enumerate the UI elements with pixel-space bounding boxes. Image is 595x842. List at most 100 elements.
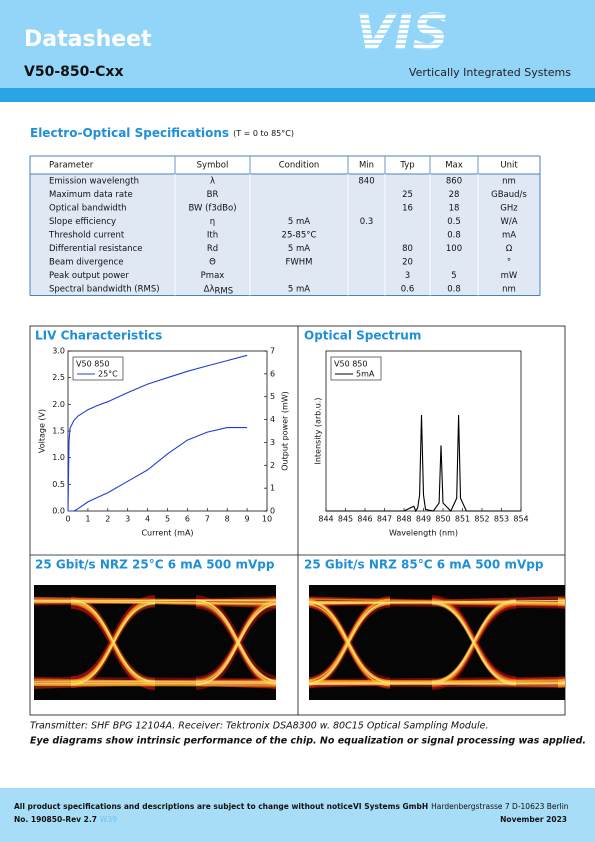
series-line <box>326 414 521 513</box>
cell: Peak output power <box>49 271 129 281</box>
eye-edge <box>0 598 30 679</box>
company: Vertically Integrated Systems <box>409 66 571 79</box>
cell: Θ <box>209 257 216 267</box>
x-axis-label: Wavelength (nm) <box>389 529 458 538</box>
caption-note: Eye diagrams show intrinsic performance … <box>30 736 586 747</box>
y2-tick-label: 2 <box>270 461 275 470</box>
column-header: Symbol <box>197 161 229 171</box>
y-tick-label: 2.5 <box>52 373 65 382</box>
cell: Δλ <box>204 284 215 294</box>
y-tick-label: 3.0 <box>52 347 65 356</box>
eye-edge <box>0 603 30 684</box>
column-header: Condition <box>279 161 320 171</box>
cell: 0.8 <box>447 230 461 240</box>
legend-title: V50 850 <box>76 360 109 369</box>
eye-edge <box>0 605 30 686</box>
eye-level <box>309 599 565 605</box>
cell: 25 <box>402 190 413 200</box>
section-condition: (T = 0 to 85°C) <box>233 129 294 138</box>
y-axis-label: Intensity (arb.u.) <box>314 397 323 464</box>
x-tick-label: 846 <box>357 515 372 524</box>
eye-traces <box>309 594 565 691</box>
x-tick-label: 10 <box>262 515 272 524</box>
cell: Rd <box>207 244 218 254</box>
cell: 0.6 <box>401 284 415 294</box>
y2-tick-label: 4 <box>270 415 275 424</box>
chart-title: Optical Spectrum <box>304 329 421 343</box>
cell: FWHM <box>285 257 312 267</box>
cell: 5 mA <box>288 284 310 294</box>
y2-tick-label: 7 <box>270 347 275 356</box>
eye-edge <box>0 601 30 682</box>
plot-frame <box>325 350 522 512</box>
cell: 25-85°C <box>282 230 317 240</box>
legend-title: V50 850 <box>334 360 367 369</box>
week: W39 <box>100 815 117 824</box>
x-tick-label: 4 <box>145 515 150 524</box>
cell: GHz <box>500 203 518 213</box>
x-tick-label: 7 <box>205 515 210 524</box>
eye-edge <box>195 600 276 682</box>
eye-edge <box>309 603 391 687</box>
cell: 0.8 <box>447 284 461 294</box>
y-axis-label: Voltage (V) <box>38 409 47 453</box>
y2-tick-label: 5 <box>270 392 275 401</box>
cell: 100 <box>446 244 462 254</box>
x-tick-label: 0 <box>65 515 70 524</box>
x-tick-label: 848 <box>396 515 411 524</box>
x-tick-label: 3 <box>125 515 130 524</box>
cell: Emission wavelength <box>49 176 139 186</box>
cell: Optical bandwidth <box>49 203 127 213</box>
legend-label: 5mA <box>356 370 375 379</box>
section-title: Electro-Optical Specifications (T = 0 to … <box>30 126 294 140</box>
y-tick-label: 1.5 <box>52 427 65 436</box>
eye-edge <box>0 601 30 682</box>
eye-edge <box>0 603 30 684</box>
header-band <box>0 0 595 88</box>
cell: GBaud/s <box>491 190 527 200</box>
cell: 5 mA <box>288 244 310 254</box>
x-tick-label: 845 <box>338 515 353 524</box>
eye-edge <box>0 604 30 685</box>
eye-edge <box>0 606 30 687</box>
cell: mA <box>502 230 516 240</box>
x-tick-label: 849 <box>416 515 431 524</box>
eye-edge <box>0 603 30 684</box>
cell: 18 <box>449 203 460 213</box>
footer-band <box>0 788 595 842</box>
eye-edge <box>431 602 517 685</box>
eye-edge <box>0 600 30 681</box>
column-header: Unit <box>500 161 518 171</box>
cell: 16 <box>402 203 413 213</box>
eye-level <box>309 681 565 685</box>
cell: 860 <box>446 176 462 186</box>
x-tick-label: 1 <box>85 515 90 524</box>
cell-sub: RMS <box>215 286 234 296</box>
cell: 3 <box>405 271 410 281</box>
eye-edge <box>0 600 30 681</box>
y-tick-label: 0.0 <box>52 507 65 516</box>
cell: 5 mA <box>288 217 310 227</box>
eye-edge <box>70 600 156 683</box>
cell: Pmax <box>201 271 225 281</box>
eye-edge <box>0 603 30 684</box>
x-tick-label: 844 <box>318 515 333 524</box>
x-tick-label: 2 <box>105 515 110 524</box>
address-text: Hardenbergstrasse 7 D-10623 Berlin <box>431 802 569 811</box>
logo-stripes <box>355 13 452 55</box>
eye-traces <box>0 595 276 690</box>
y-tick-label: 1.0 <box>52 453 65 462</box>
eye-title: 25 Gbit/s NRZ 85°C 6 mA 500 mVpp <box>304 558 544 572</box>
cell: nm <box>502 284 516 294</box>
cell: ° <box>507 257 511 267</box>
x-tick-label: 5 <box>165 515 170 524</box>
logo: VIS <box>355 4 448 62</box>
doc-title: Datasheet <box>24 27 152 52</box>
column-header: Parameter <box>49 161 94 171</box>
cell: 28 <box>449 190 460 200</box>
eye-edge <box>0 603 30 684</box>
plot-frame <box>67 350 268 512</box>
cell: 0.5 <box>447 217 461 227</box>
eye-edge <box>431 600 517 683</box>
chart-title: LIV Characteristics <box>35 329 162 343</box>
